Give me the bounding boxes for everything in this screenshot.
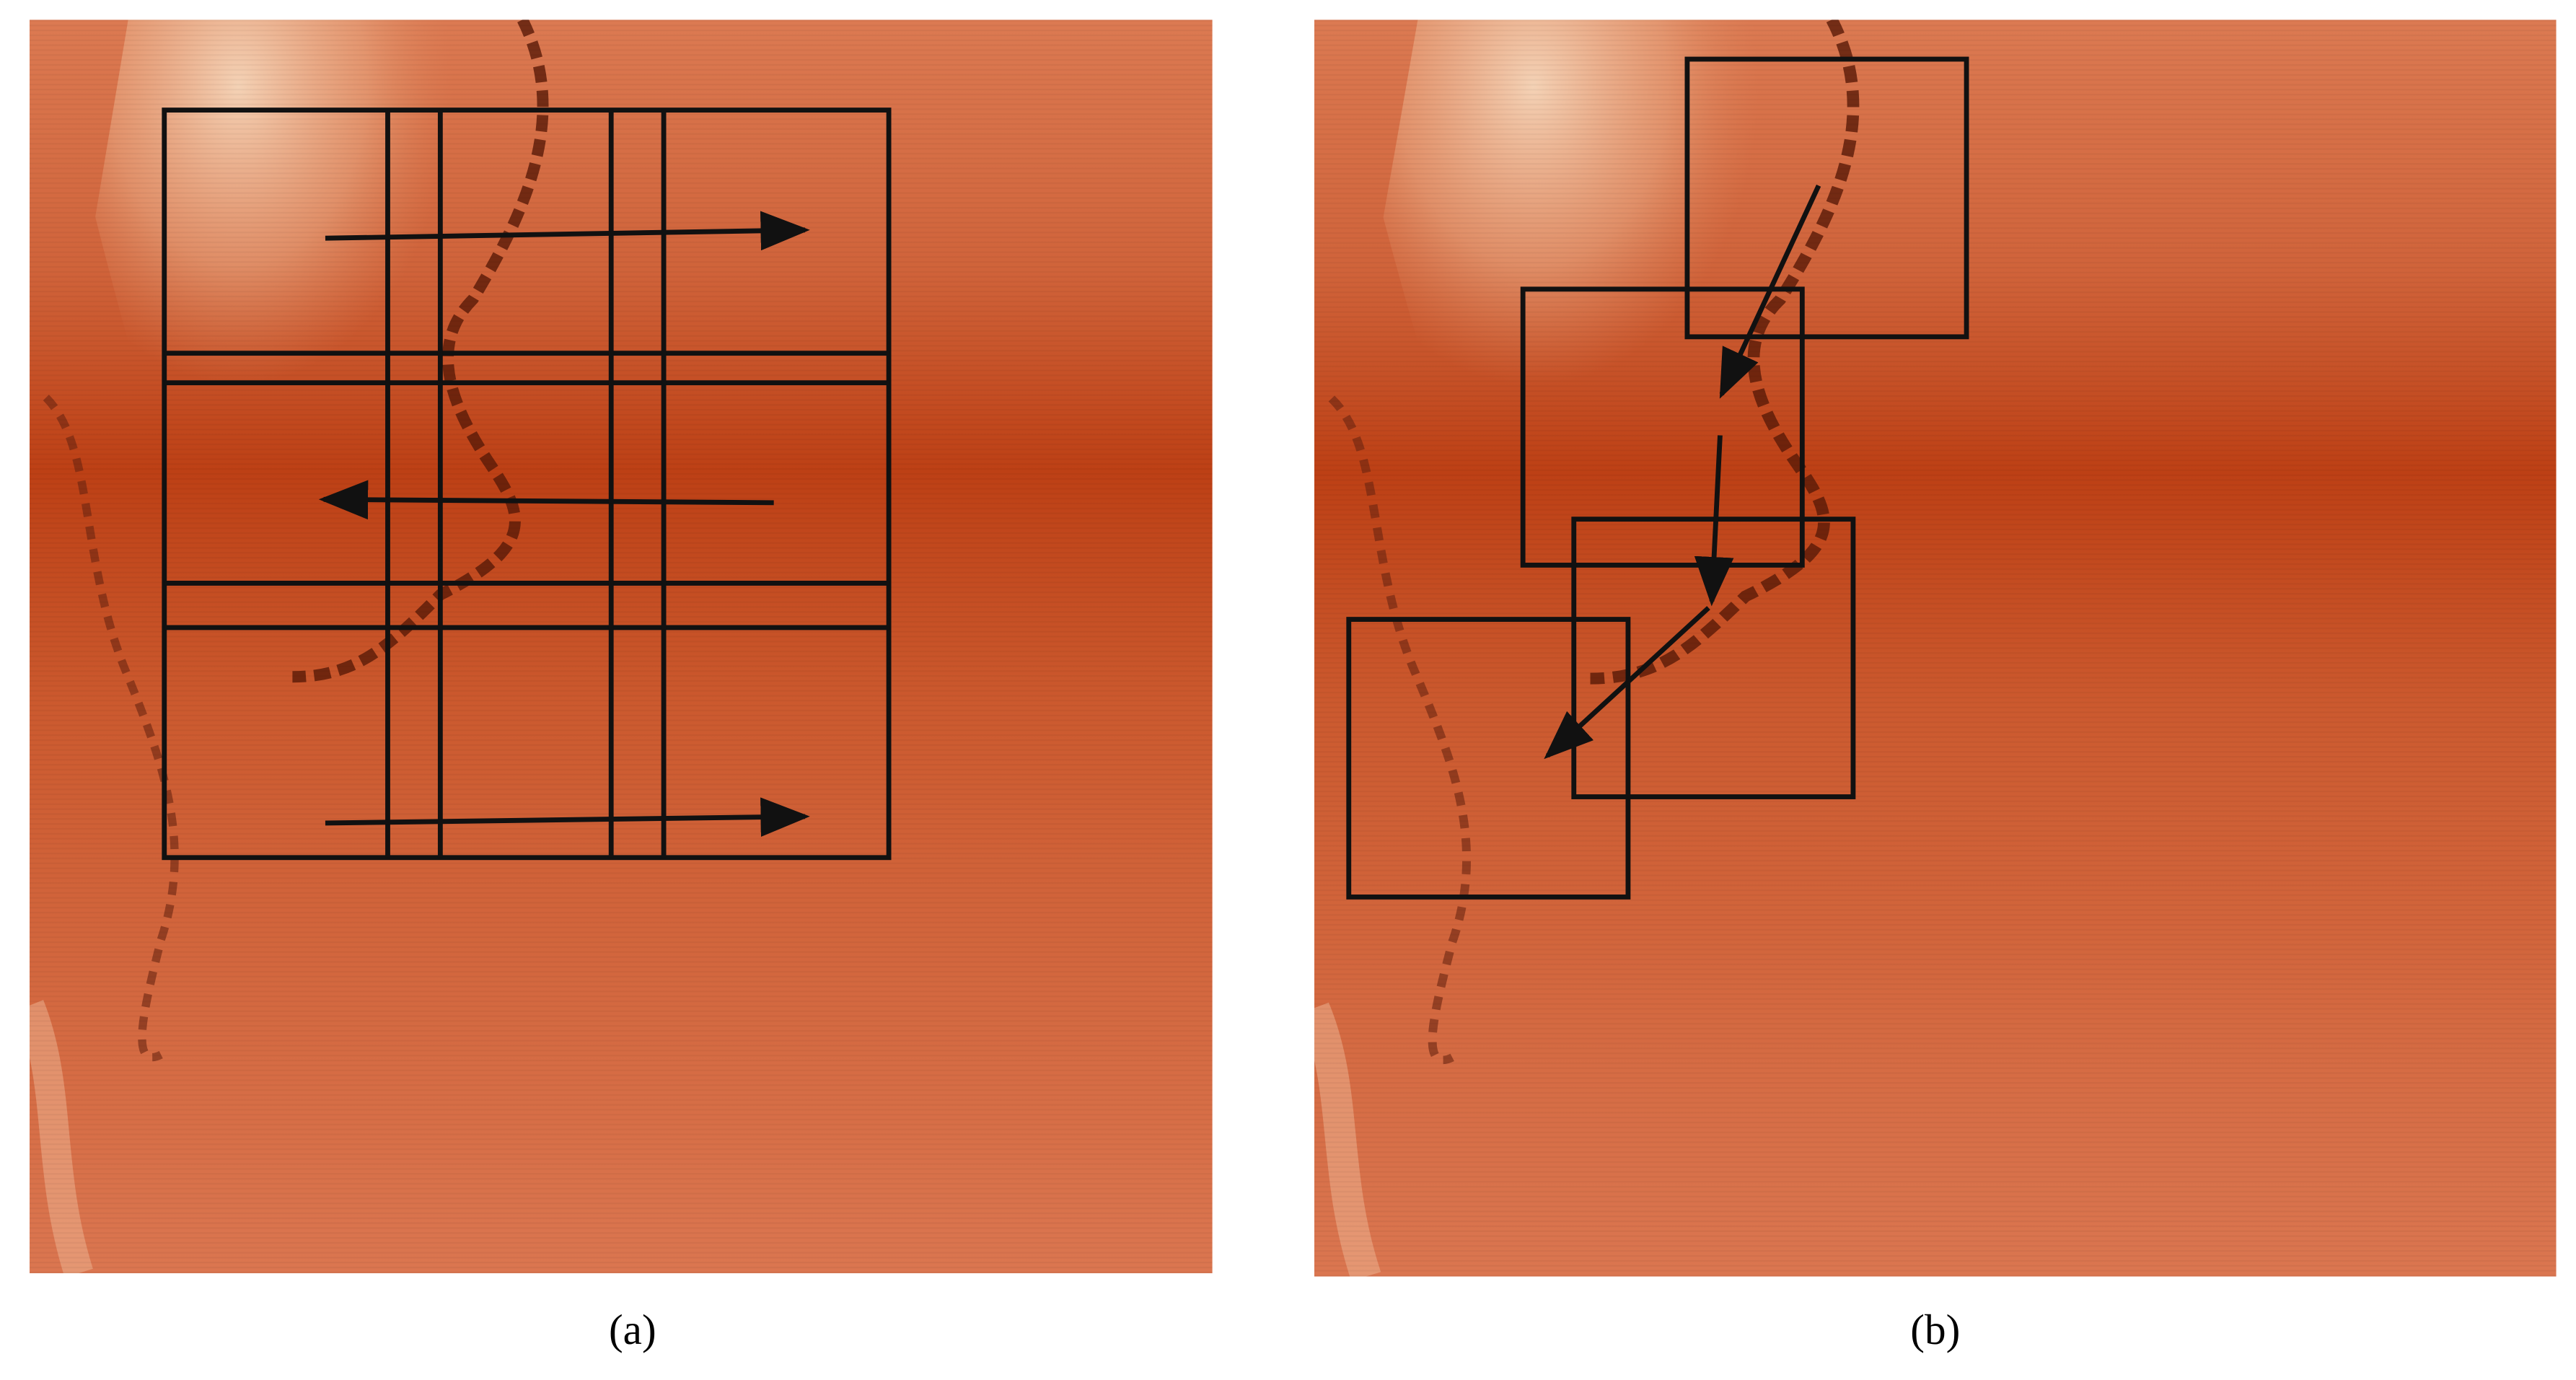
- scan-outline: [162, 107, 892, 861]
- panel-b: (b): [1314, 19, 2557, 1353]
- afm-image: [1314, 19, 2557, 1276]
- scan-window: [1684, 56, 1969, 340]
- track-arrow: [1544, 606, 1710, 760]
- track-arrow: [1719, 184, 1821, 399]
- scan-arrow: [318, 480, 774, 520]
- track-arrow: [1694, 435, 1734, 607]
- scan-window: [1346, 617, 1631, 900]
- panel-a: (a): [30, 19, 1213, 1353]
- scan-window: [1520, 286, 1805, 568]
- scan-arrow: [325, 211, 810, 251]
- scan-arrow: [325, 797, 810, 838]
- afm-image: [30, 19, 1213, 1273]
- panel-label: (a): [609, 1306, 656, 1353]
- panel-label: (b): [1910, 1306, 1960, 1353]
